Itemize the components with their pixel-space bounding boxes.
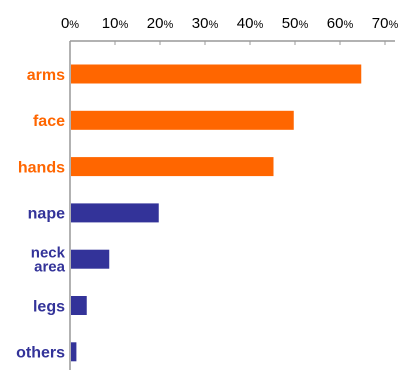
bar-arms (71, 64, 362, 84)
x-tick-label: 10% (102, 15, 129, 32)
category-label: hands (18, 159, 65, 176)
x-axis-ticks: 0% 10% 20% 30% 40% 50% 60% 70% (61, 15, 399, 45)
bar-legs (71, 296, 87, 315)
x-tick-label: 70% (372, 15, 399, 32)
x-tick-label: 60% (327, 15, 354, 32)
category-labels: arms face hands nape neck area legs others (16, 67, 66, 362)
category-label: legs (33, 298, 65, 315)
bars (71, 64, 362, 362)
bar-neck-area (71, 249, 110, 269)
category-label: arms (27, 67, 65, 84)
category-label: nape (28, 206, 65, 223)
x-tick-label: 50% (282, 15, 309, 32)
category-label: face (33, 113, 65, 130)
bar-nape (71, 203, 159, 223)
x-tick-label: 0% (61, 15, 79, 32)
x-tick-label: 40% (237, 15, 264, 32)
bar-others (71, 342, 77, 362)
bar-face (71, 110, 294, 130)
category-label: neck area (31, 245, 66, 276)
x-tick-label: 30% (192, 15, 219, 32)
bar-hands (71, 157, 274, 177)
x-tick-label: 20% (147, 15, 174, 32)
category-label: others (16, 345, 65, 362)
